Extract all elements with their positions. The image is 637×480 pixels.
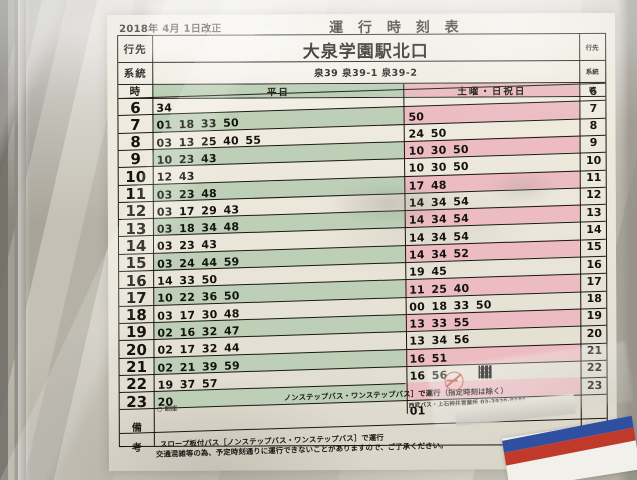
row-label-destination: 行先 <box>123 43 147 56</box>
departure-minute: 43 <box>178 169 195 184</box>
right-frame-edge <box>617 0 637 480</box>
departure-minute: 34 <box>430 212 448 227</box>
departure-minute: 34 <box>431 334 448 348</box>
row-label-hour: 時 <box>129 85 142 98</box>
departure-minute: 18 <box>431 299 448 313</box>
departure-minute: 56 <box>453 333 470 347</box>
departure-minute: 03 <box>156 187 173 202</box>
departure-minute: 50 <box>223 289 240 304</box>
row-label-route: 系統 <box>123 67 147 80</box>
departure-minute: 39 <box>201 359 218 373</box>
departure-minute: 52 <box>453 246 470 261</box>
holiday-departures: 16 51 <box>409 351 454 365</box>
hour-label-right: 15 <box>586 240 602 254</box>
departure-minute: 23 <box>179 239 196 253</box>
departure-minute: 34 <box>430 230 448 244</box>
departure-minute: 01 <box>156 118 173 133</box>
hour-label-right: 10 <box>585 153 602 167</box>
departure-minute: 33 <box>431 316 448 331</box>
departure-minute: 43 <box>201 238 218 252</box>
departure-minute: 19 <box>408 265 426 280</box>
departure-minute: 17 <box>408 179 425 193</box>
departure-minute: 23 <box>178 187 195 201</box>
departure-minute: 50 <box>452 160 470 174</box>
remarks-label-2: 考 <box>131 443 142 455</box>
departure-minute: 54 <box>453 194 470 209</box>
departure-minute: 50 <box>222 116 240 131</box>
departure-minute: 54 <box>453 229 470 244</box>
departure-minute: 50 <box>408 109 425 124</box>
departure-minute: 21 <box>179 360 196 374</box>
departure-minute: 13 <box>409 334 426 349</box>
departure-minute: 34 <box>430 195 447 210</box>
departure-minute: 14 <box>408 196 425 210</box>
departure-minute: 36 <box>201 290 218 304</box>
hour-label-right: 17 <box>586 274 602 288</box>
departure-minute: 10 <box>408 144 425 158</box>
departure-minute: 59 <box>223 358 241 373</box>
departure-minute: 25 <box>431 282 448 296</box>
departure-minute: 24 <box>408 127 425 141</box>
hour-label-right: 16 <box>586 257 602 271</box>
row-label-destination-right: 行先 <box>585 43 599 53</box>
departure-minute: 32 <box>201 342 218 356</box>
left-frame-highlight <box>18 0 30 480</box>
departure-minute: 14 <box>408 230 425 245</box>
departure-minute: 50 <box>452 143 469 157</box>
hour-label-right: 9 <box>589 136 598 150</box>
departure-minute: 30 <box>430 143 447 158</box>
hour-label-right: 18 <box>586 292 602 306</box>
departure-minute: 30 <box>430 161 447 175</box>
route-numbers: 泉39 泉39-1 泉39-2 <box>314 67 418 80</box>
departure-minute: 34 <box>431 247 448 262</box>
departure-minute: 22 <box>179 291 196 305</box>
hour-label-right: 11 <box>586 170 602 185</box>
hour-label-right: 19 <box>586 309 603 323</box>
departure-minute: 51 <box>431 351 448 365</box>
hour-label-right: 13 <box>586 205 602 219</box>
departure-minute: 10 <box>408 161 425 176</box>
departure-minute: 02 <box>157 343 174 358</box>
departure-minute: 48 <box>430 178 447 192</box>
departure-minute: 50 <box>475 298 492 312</box>
hour-label-right: 6 <box>589 84 598 98</box>
departure-minute: 18 <box>178 118 195 132</box>
hour-label-right: 14 <box>586 222 602 236</box>
hour-label-right: 8 <box>589 119 598 133</box>
legend-mark: ○ 銀座 <box>156 404 178 414</box>
departure-minute: 17 <box>179 342 196 357</box>
hour-label: 10 <box>125 167 147 186</box>
departure-minute: 02 <box>157 360 174 375</box>
departure-minute: 14 <box>408 248 425 262</box>
departure-minute: 00 <box>409 300 426 314</box>
departure-minute: 14 <box>408 213 425 228</box>
departure-minute: 55 <box>453 316 470 330</box>
departure-minute: 50 <box>430 126 447 140</box>
holiday-departures: 17 48 <box>409 178 454 192</box>
departure-minute: 16 <box>409 352 426 366</box>
departure-minute: 03 <box>156 239 173 254</box>
hour-label-right: 12 <box>586 188 602 202</box>
departure-minute: 16 <box>409 369 426 383</box>
departure-minute: 13 <box>409 317 426 331</box>
departure-minute: 54 <box>453 212 470 226</box>
hour-label-right: 7 <box>589 101 598 115</box>
departure-minute: 40 <box>453 281 470 295</box>
revision-date: 2018年 4月 1日改正 <box>119 23 222 36</box>
departure-minute: 33 <box>200 117 217 131</box>
hour-label-right: 20 <box>586 326 603 340</box>
departure-minute: 11 <box>409 282 426 297</box>
departure-minute: 45 <box>431 264 448 279</box>
departure-minute: 12 <box>156 170 173 185</box>
row-label-route-right: 系統 <box>585 67 599 77</box>
departure-minute: 48 <box>201 186 218 200</box>
holiday-departures: 50 <box>408 109 431 124</box>
hour-label: 20 <box>125 340 147 359</box>
destination-name: 大泉学園駅北口 <box>302 41 429 63</box>
departure-minute: 33 <box>453 298 470 313</box>
departure-minute: 44 <box>223 341 241 355</box>
departure-minute: 10 <box>157 291 174 306</box>
